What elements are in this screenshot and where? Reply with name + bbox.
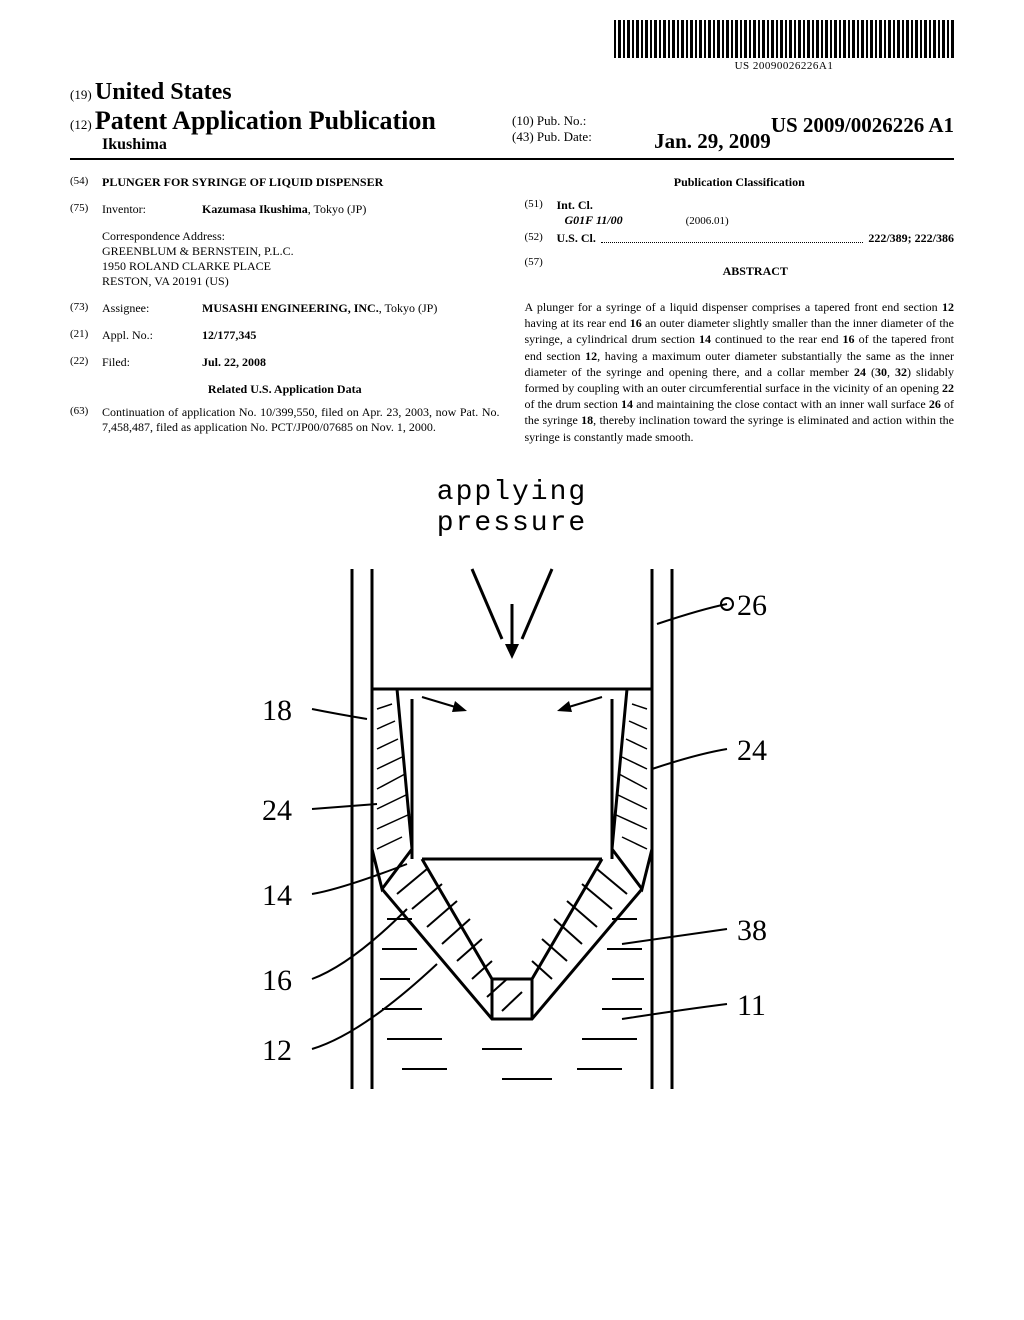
- country-name: United States: [95, 79, 232, 105]
- intcl-row: (51) Int. Cl. G01F 11/00 (2006.01): [525, 198, 955, 228]
- intcl-year: (2006.01): [686, 215, 729, 227]
- abstract-code: (57): [525, 256, 557, 268]
- assignee-name: MUSASHI ENGINEERING, INC.: [202, 301, 379, 315]
- pub-no-label: Pub. No.:: [537, 113, 586, 128]
- title-value: PLUNGER FOR SYRINGE OF LIQUID DISPENSER: [102, 175, 383, 190]
- intcl-label: Int. Cl.: [557, 198, 729, 213]
- header-right: (10) Pub. No.: US 2009/0026226 A1 (43) P…: [512, 113, 954, 154]
- label-24-left: 24: [262, 794, 292, 828]
- country-code: (19): [70, 87, 92, 102]
- right-column: Publication Classification (51) Int. Cl.…: [525, 175, 955, 447]
- figure-title: applying pressure: [70, 477, 954, 539]
- pub-no-code: (10): [512, 113, 534, 128]
- title-row: (54) PLUNGER FOR SYRINGE OF LIQUID DISPE…: [70, 175, 500, 190]
- assignee-code: (73): [70, 301, 102, 313]
- filed-row: (22) Filed: Jul. 22, 2008: [70, 355, 500, 370]
- header-left: (19) United States (12) Patent Applicati…: [70, 79, 512, 154]
- title-code: (54): [70, 175, 102, 187]
- abstract-heading-row: (57) ABSTRACT: [525, 256, 955, 287]
- label-11: 11: [737, 989, 766, 1023]
- barcode-text: US 20090026226A1: [614, 60, 954, 72]
- filed-value: Jul. 22, 2008: [202, 355, 500, 370]
- figure-svg: [162, 549, 862, 1109]
- pub-type: Patent Application Publication: [95, 106, 436, 135]
- pub-date-label: Pub. Date:: [537, 129, 592, 144]
- filed-code: (22): [70, 355, 102, 367]
- header-inventor: Ikushima: [70, 136, 512, 154]
- appl-value: 12/177,345: [202, 328, 500, 343]
- abstract-text: A plunger for a syringe of a liquid disp…: [525, 299, 955, 445]
- uscl-row: (52) U.S. Cl. 222/389; 222/386: [525, 231, 955, 246]
- corr-line2: 1950 ROLAND CLARKE PLACE: [102, 259, 500, 274]
- inventor-row: (75) Inventor: Kazumasa Ikushima, Tokyo …: [70, 202, 500, 217]
- continuation-text: Continuation of application No. 10/399,5…: [102, 405, 500, 435]
- inventor-code: (75): [70, 202, 102, 214]
- label-24-right: 24: [737, 734, 767, 768]
- continuation-row: (63) Continuation of application No. 10/…: [70, 405, 500, 435]
- pub-date: Jan. 29, 2009: [654, 129, 771, 154]
- inventor-name: Kazumasa Ikushima: [202, 202, 308, 216]
- intcl-code: (51): [525, 198, 557, 228]
- inventor-value: Kazumasa Ikushima, Tokyo (JP): [202, 202, 500, 217]
- uscl-dots: [601, 231, 863, 243]
- pub-date-code: (43): [512, 129, 534, 144]
- related-heading: Related U.S. Application Data: [70, 382, 500, 397]
- appl-label: Appl. No.:: [102, 328, 202, 343]
- pub-type-line: (12) Patent Application Publication: [70, 106, 512, 136]
- figure-section: applying pressure: [70, 477, 954, 1109]
- assignee-label: Assignee:: [102, 301, 202, 316]
- figure-container: 18 24 14 16 12 26 24 38 11: [162, 549, 862, 1109]
- label-26: 26: [737, 589, 767, 623]
- label-38: 38: [737, 914, 767, 948]
- header: (19) United States (12) Patent Applicati…: [70, 79, 954, 160]
- label-16: 16: [262, 964, 292, 998]
- label-12: 12: [262, 1034, 292, 1068]
- country-line: (19) United States: [70, 79, 512, 106]
- intcl-class: G01F 11/00: [565, 213, 623, 227]
- pub-no-line: (10) Pub. No.: US 2009/0026226 A1: [512, 113, 954, 129]
- left-column: (54) PLUNGER FOR SYRINGE OF LIQUID DISPE…: [70, 175, 500, 447]
- appl-no: 12/177,345: [202, 328, 256, 342]
- barcode: US 20090026226A1: [614, 20, 954, 72]
- uscl-code: (52): [525, 231, 557, 246]
- classification-heading: Publication Classification: [525, 175, 955, 190]
- appl-code: (21): [70, 328, 102, 340]
- abstract-heading: ABSTRACT: [557, 264, 955, 279]
- body-columns: (54) PLUNGER FOR SYRINGE OF LIQUID DISPE…: [70, 175, 954, 447]
- inventor-loc: , Tokyo (JP): [308, 202, 367, 216]
- pub-type-code: (12): [70, 117, 92, 132]
- uscl-value: 222/389; 222/386: [868, 231, 954, 246]
- figure-title-line2: pressure: [437, 508, 587, 539]
- filed-date: Jul. 22, 2008: [202, 355, 266, 369]
- uscl-label: U.S. Cl.: [557, 231, 596, 246]
- corr-line1: GREENBLUM & BERNSTEIN, P.L.C.: [102, 244, 500, 259]
- barcode-section: US 20090026226A1: [70, 20, 954, 74]
- corr-label: Correspondence Address:: [102, 229, 500, 244]
- corr-line3: RESTON, VA 20191 (US): [102, 274, 500, 289]
- assignee-value: MUSASHI ENGINEERING, INC., Tokyo (JP): [202, 301, 500, 316]
- assignee-row: (73) Assignee: MUSASHI ENGINEERING, INC.…: [70, 301, 500, 316]
- assignee-loc: , Tokyo (JP): [379, 301, 438, 315]
- figure-title-line1: applying: [437, 477, 587, 508]
- appl-row: (21) Appl. No.: 12/177,345: [70, 328, 500, 343]
- label-18: 18: [262, 694, 292, 728]
- correspondence: Correspondence Address: GREENBLUM & BERN…: [102, 229, 500, 289]
- barcode-bars: [614, 20, 954, 58]
- filed-label: Filed:: [102, 355, 202, 370]
- uscl-val-bold: 222/389; 222/386: [868, 231, 954, 245]
- pub-no: US 2009/0026226 A1: [771, 113, 954, 138]
- label-14: 14: [262, 879, 292, 913]
- continuation-code: (63): [70, 405, 102, 417]
- inventor-label: Inventor:: [102, 202, 202, 217]
